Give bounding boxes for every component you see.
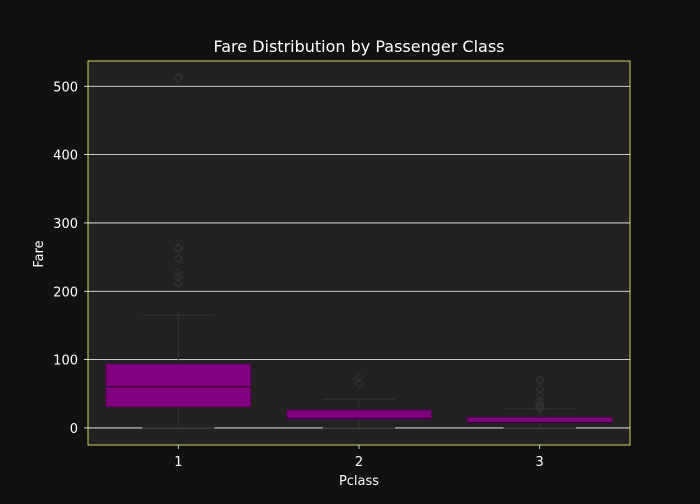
y-tick-label-100: 100 <box>53 354 78 369</box>
x-axis-label: Pclass <box>339 474 379 489</box>
boxes <box>105 73 613 429</box>
x-tick-label-1: 1 <box>174 455 182 470</box>
chart-title: Fare Distribution by Passenger Class <box>214 37 505 56</box>
box-class-1 <box>105 73 252 429</box>
x-tick-label-3: 3 <box>536 455 544 470</box>
outlier-point <box>534 375 545 386</box>
outlier-point <box>173 243 184 253</box>
outlier-point <box>534 384 545 395</box>
outlier-point <box>173 267 184 278</box>
y-tick-label-0: 0 <box>70 422 78 437</box>
box-class-3 <box>466 375 613 429</box>
outlier-point <box>354 378 364 389</box>
x-tick-label-2: 2 <box>355 455 363 470</box>
outlier-point <box>173 254 184 264</box>
box-iqr <box>105 363 252 408</box>
y-tick-label-400: 400 <box>53 149 78 164</box>
y-tick-label-300: 300 <box>53 217 78 232</box>
outlier-point <box>173 73 184 83</box>
y-axis-label: Fare <box>32 240 47 267</box>
box-class-2 <box>286 372 432 429</box>
outlier-point <box>534 403 545 413</box>
outlier-point <box>534 396 545 406</box>
outlier-point <box>173 278 184 289</box>
outlier-point <box>173 271 184 282</box>
ticks: 0 100 200 300 400 500 1 2 3 <box>53 80 544 470</box>
outlier-point <box>534 399 545 410</box>
box-iqr <box>286 409 432 420</box>
y-tick-label-500: 500 <box>53 80 78 95</box>
y-tick-label-200: 200 <box>53 285 78 300</box>
outlier-point <box>354 372 364 383</box>
outlier-point <box>534 391 545 401</box>
